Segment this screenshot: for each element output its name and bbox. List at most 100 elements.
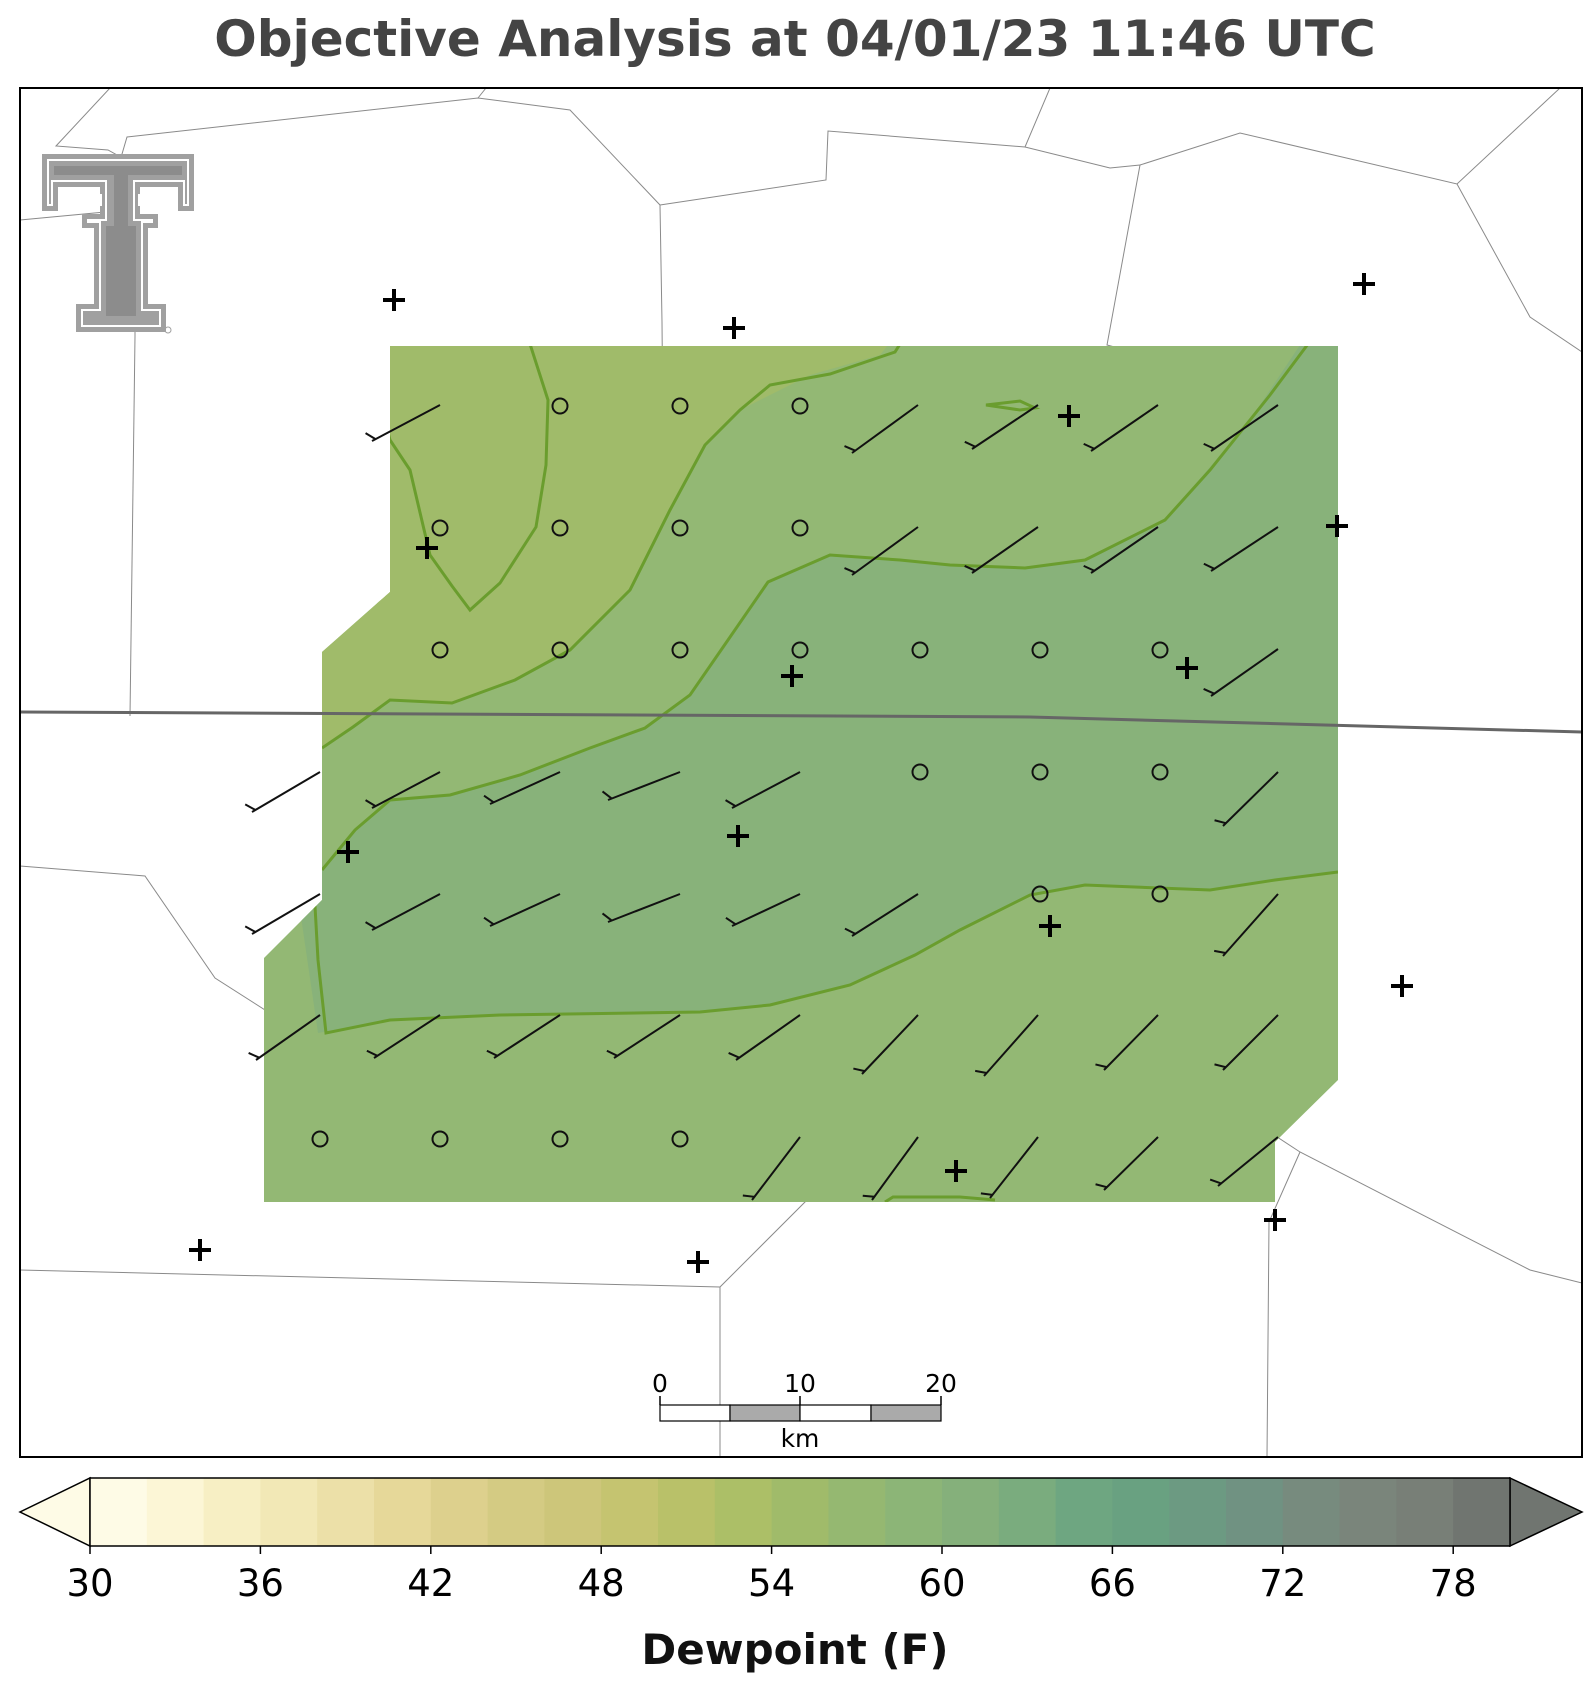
- wind-barb: [844, 526, 919, 576]
- colorbar-tick-label: 78: [1430, 1562, 1477, 1605]
- station-plus-icon: [723, 317, 745, 339]
- wind-barb: [742, 1136, 801, 1201]
- wind-barb: [980, 1136, 1039, 1199]
- station-plus-icon: [383, 289, 405, 311]
- scale-unit: km: [781, 1424, 820, 1453]
- colorbar-swatch: [203, 1478, 261, 1546]
- calm-circle-icon: [791, 641, 809, 659]
- colorbar-extend-high: [1509, 1476, 1584, 1548]
- wind-barb: [1203, 404, 1279, 452]
- station-plus-icon: [1176, 657, 1198, 679]
- wind-barb: [964, 526, 1039, 574]
- calm-circle-icon: [311, 1130, 329, 1148]
- colorbar-extend-low: [18, 1476, 91, 1548]
- colorbar-tick-label: 48: [578, 1562, 625, 1605]
- wind-barb: [365, 404, 441, 442]
- wind-barb: [964, 404, 1039, 450]
- calm-circle-icon: [671, 519, 689, 537]
- colorbar-swatch: [90, 1478, 148, 1546]
- colorbar-tick-label: 54: [748, 1562, 795, 1605]
- station-plus-icon: [1353, 273, 1375, 295]
- calm-circle-icon: [1031, 763, 1049, 781]
- wind-barb: [844, 893, 919, 937]
- wind-barb: [725, 893, 801, 927]
- colorbar-swatch: [828, 1478, 886, 1546]
- colorbar-tick-label: 66: [1089, 1562, 1136, 1605]
- station-plus-icon: [781, 665, 803, 687]
- colorbar-label: Dewpoint (F): [641, 1625, 949, 1674]
- colorbar-swatch: [260, 1478, 318, 1546]
- colorbar: 30 36 42 48 54 60 66 72 78: [18, 1476, 1584, 1605]
- wind-barb: [244, 771, 321, 813]
- colorbar-swatch: [942, 1478, 1000, 1546]
- colorbar-swatch: [1112, 1478, 1170, 1546]
- wind-barb: [244, 893, 321, 935]
- station-plus-icon: [1391, 975, 1413, 997]
- calm-circle-icon: [431, 519, 449, 537]
- calm-circle-icon: [1151, 885, 1169, 903]
- wind-barb: [1095, 1014, 1159, 1071]
- station-plus-icon: [1039, 915, 1061, 937]
- colorbar-swatch: [998, 1478, 1057, 1546]
- colorbar-swatch: [1282, 1478, 1341, 1546]
- station-plus-icon: [1058, 405, 1080, 427]
- calm-wind-markers: [311, 397, 1169, 1148]
- colorbar-swatch: [317, 1478, 375, 1546]
- wind-barb: [1214, 1014, 1279, 1071]
- colorbar-swatch: [714, 1478, 773, 1546]
- scale-tick-20: 20: [925, 1369, 957, 1398]
- wind-barb: [862, 1136, 919, 1201]
- colorbar-swatch: [487, 1478, 545, 1546]
- station-plus-icon: [416, 537, 438, 559]
- calm-circle-icon: [791, 519, 809, 537]
- wind-barb: [601, 771, 681, 801]
- colorbar-swatch: [1339, 1478, 1397, 1546]
- scale-bar: 0 10 20 km: [652, 1369, 957, 1453]
- calm-circle-icon: [431, 641, 449, 659]
- wind-barb: [975, 1014, 1039, 1077]
- colorbar-swatch: [771, 1478, 829, 1546]
- scale-tick-10: 10: [784, 1369, 816, 1398]
- calm-circle-icon: [1151, 763, 1169, 781]
- wind-barb: [1209, 1136, 1279, 1187]
- colorbar-swatch: [430, 1478, 489, 1546]
- dewpoint-analysis-field: [264, 346, 1338, 1202]
- wind-barb: [1214, 771, 1279, 827]
- colorbar-tick-label: 30: [66, 1562, 113, 1605]
- wind-barb: [1203, 526, 1279, 572]
- map-border: [19, 87, 1583, 1458]
- wind-barb: [1083, 404, 1159, 452]
- calm-circle-icon: [551, 397, 569, 415]
- calm-circle-icon: [551, 519, 569, 537]
- calm-circle-icon: [671, 641, 689, 659]
- station-plus-icon: [687, 1251, 709, 1273]
- colorbar-swatch: [146, 1478, 205, 1546]
- wind-barb: [1095, 1136, 1159, 1191]
- colorbar-swatch: [544, 1478, 602, 1546]
- calm-circle-icon: [911, 763, 929, 781]
- station-plus-icon: [189, 1239, 211, 1261]
- calm-circle-icon: [551, 641, 569, 659]
- wind-barb: [728, 1014, 801, 1061]
- station-markers: [189, 273, 1413, 1273]
- wind-barb: [601, 893, 681, 923]
- station-plus-icon: [945, 1160, 967, 1182]
- wind-barb: [844, 404, 919, 454]
- wind-barb: [606, 1014, 681, 1059]
- calm-circle-icon: [1031, 885, 1049, 903]
- calm-circle-icon: [671, 1130, 689, 1148]
- wind-barb: [365, 771, 441, 809]
- wind-barb: [486, 1014, 561, 1059]
- wind-barb: [725, 771, 801, 809]
- calm-circle-icon: [1031, 641, 1049, 659]
- wind-barb: [1214, 893, 1279, 957]
- station-plus-icon: [337, 841, 359, 863]
- wind-barb: [1083, 526, 1159, 574]
- station-plus-icon: [1326, 515, 1348, 537]
- calm-circle-icon: [431, 1130, 449, 1148]
- calm-circle-icon: [911, 641, 929, 659]
- colorbar-swatch: [1396, 1478, 1454, 1546]
- wind-barb: [248, 1014, 321, 1061]
- scale-tick-0: 0: [652, 1369, 668, 1398]
